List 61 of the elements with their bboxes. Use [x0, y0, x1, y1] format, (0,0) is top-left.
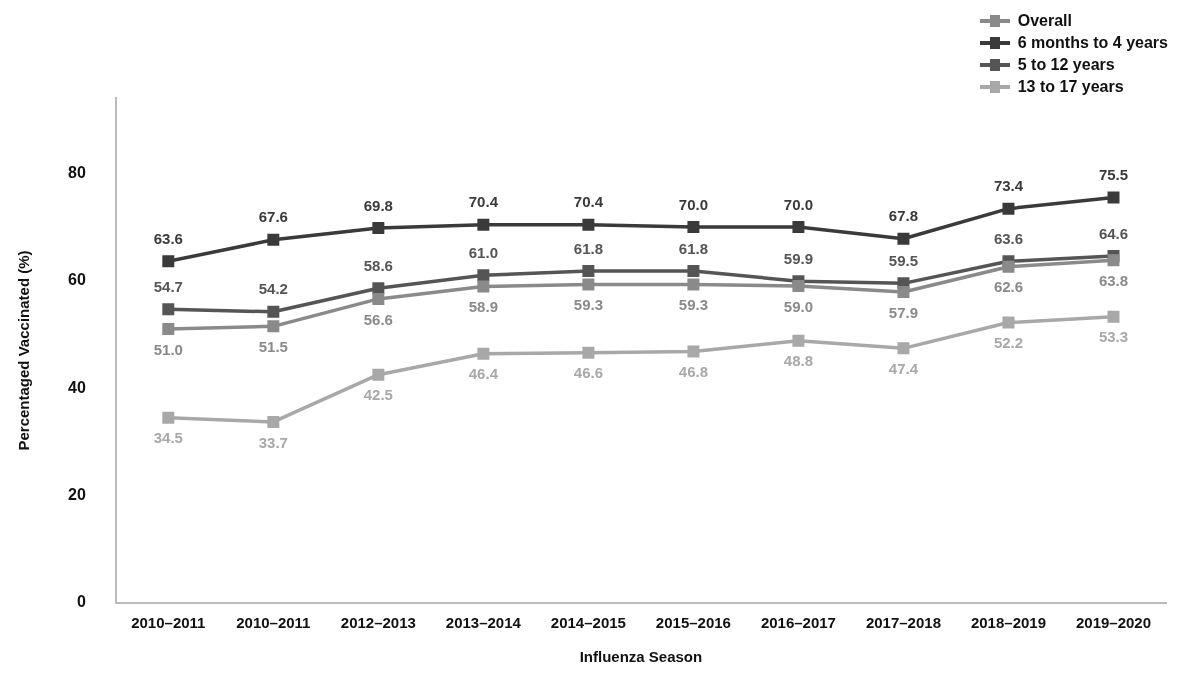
data-label: 33.7: [258, 433, 288, 451]
data-label: 54.2: [258, 280, 288, 298]
data-label: 70.0: [783, 195, 814, 213]
data-label: 47.4: [888, 359, 919, 377]
data-label: 46.8: [678, 363, 709, 381]
y-tick-label: 0: [76, 593, 86, 611]
data-label: 59.9: [783, 249, 814, 267]
data-label: 73.4: [993, 177, 1024, 195]
data-label: 34.5: [153, 429, 183, 447]
data-label: 70.0: [678, 195, 709, 213]
data-label: 59.3: [573, 296, 603, 314]
x-tick-label: 2012–2013: [340, 614, 416, 632]
data-label: 46.6: [573, 364, 603, 382]
data-label: 69.8: [363, 196, 393, 214]
x-tick-label: 2019–2020: [1075, 614, 1152, 632]
y-axis-title: Percentaged Vaccinated (%): [15, 250, 33, 451]
data-label: 59.0: [783, 297, 814, 315]
data-label: 62.6: [993, 278, 1024, 296]
x-tick-label: 2013–2014: [445, 614, 522, 632]
y-tick-label: 40: [68, 378, 86, 396]
x-axis-title: Influenza Season: [579, 648, 703, 666]
data-label: 63.6: [153, 229, 183, 247]
data-label: 63.8: [1098, 271, 1129, 289]
data-label: 67.8: [888, 207, 919, 225]
data-label: 61.8: [678, 239, 709, 257]
x-tick-label: 2010–2011: [236, 614, 311, 632]
data-label: 42.5: [363, 386, 393, 404]
data-label: 70.4: [468, 193, 499, 211]
x-tick-label: 2017–2018: [865, 614, 941, 632]
data-label: 52.2: [993, 334, 1024, 352]
y-tick-label: 20: [68, 485, 86, 503]
data-label: 58.9: [468, 298, 498, 316]
x-tick-label: 2010–2011: [131, 614, 206, 632]
data-label: 70.4: [573, 193, 604, 211]
data-label: 46.4: [468, 365, 499, 383]
legend-label: 13 to 17 years: [1017, 78, 1124, 96]
data-label: 57.9: [888, 303, 919, 321]
data-label: 51.5: [258, 337, 288, 355]
data-label: 51.0: [153, 340, 183, 358]
x-tick-label: 2016–2017: [760, 614, 836, 632]
data-label: 75.5: [1098, 166, 1129, 184]
y-tick-label: 80: [68, 163, 86, 181]
data-label: 61.8: [573, 239, 603, 257]
data-label: 59.5: [888, 251, 919, 269]
data-label: 54.7: [153, 277, 183, 295]
data-label: 63.6: [993, 229, 1024, 247]
data-label: 53.3: [1098, 328, 1129, 346]
data-label: 48.8: [783, 352, 814, 370]
legend-label: Overall: [1017, 12, 1072, 30]
data-label: 61.0: [468, 243, 498, 261]
x-tick-label: 2014–2015: [550, 614, 626, 632]
x-tick-label: 2018–2019: [970, 614, 1047, 632]
x-tick-label: 2015–2016: [655, 614, 731, 632]
data-label: 67.6: [258, 208, 288, 226]
data-label: 59.3: [678, 296, 709, 314]
data-label: 58.6: [363, 256, 393, 274]
data-label: 64.6: [1098, 224, 1129, 242]
legend-label: 5 to 12 years: [1017, 56, 1115, 74]
legend-label: 6 months to 4 years: [1017, 34, 1168, 52]
y-tick-label: 60: [68, 271, 86, 289]
data-label: 56.6: [363, 310, 393, 328]
